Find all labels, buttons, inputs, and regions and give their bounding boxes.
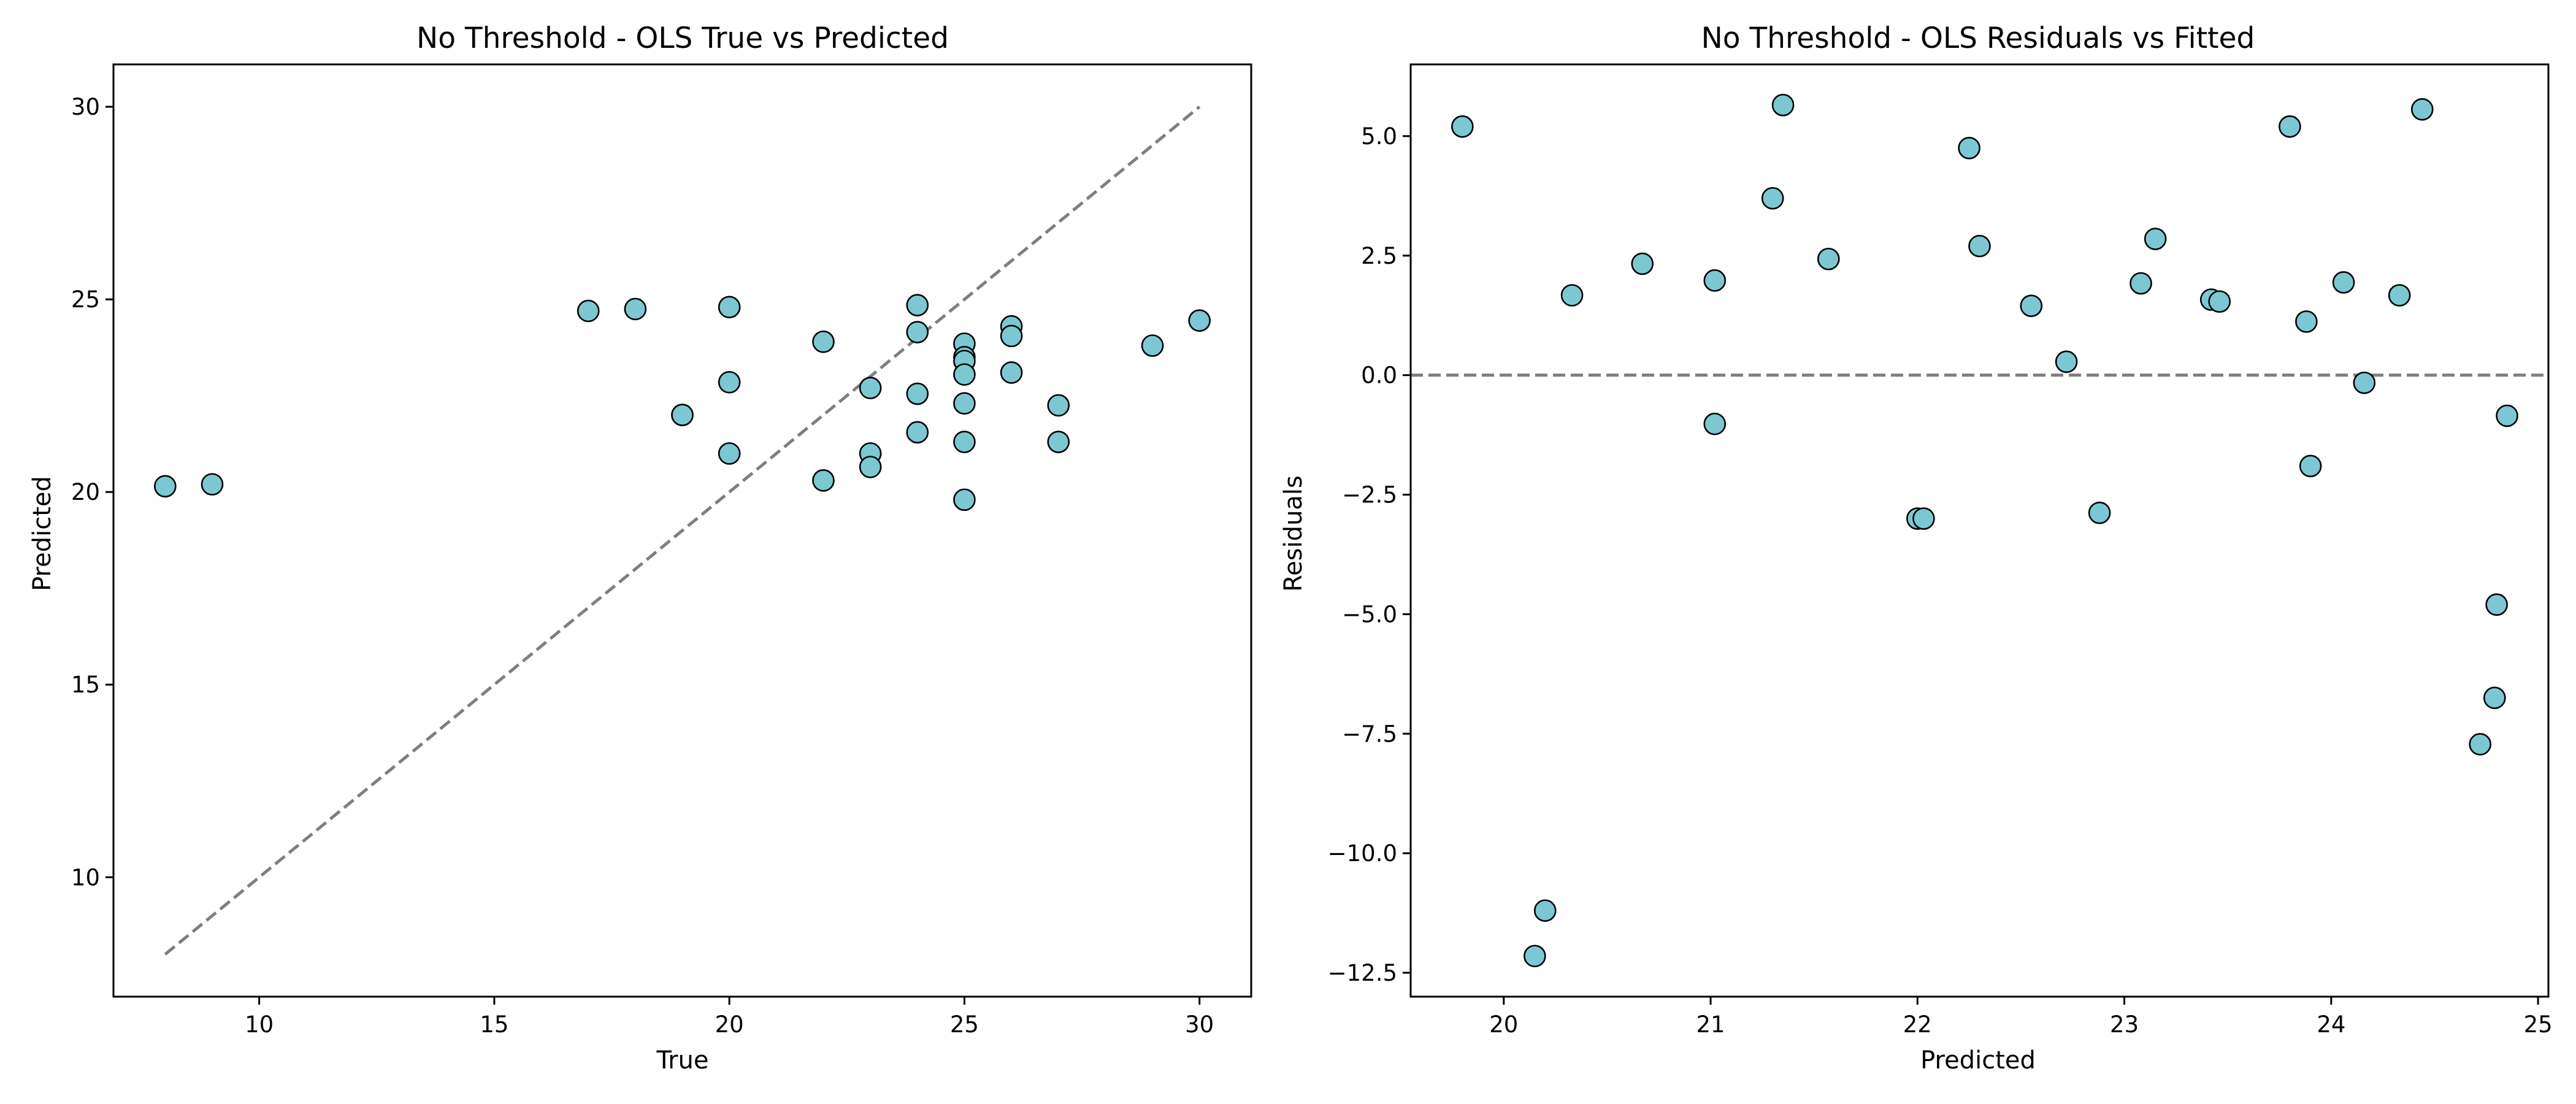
data-point: [2299, 454, 2322, 478]
data-point: [1047, 394, 1070, 417]
data-point: [2410, 98, 2434, 121]
y-tick-label: −5.0: [1342, 601, 1397, 627]
data-point: [577, 299, 600, 323]
data-point: [1000, 324, 1023, 348]
y-axis-label: Predicted: [28, 476, 56, 591]
y-tick-label: 0.0: [1361, 362, 1397, 389]
data-point: [718, 296, 741, 319]
plot-area-frame: [112, 63, 1252, 998]
data-point: [1524, 945, 1546, 968]
data-point: [1912, 507, 1935, 530]
data-point: [859, 456, 882, 478]
x-tick-label: 10: [245, 1011, 274, 1038]
data-point: [2055, 350, 2078, 374]
x-axis-label: Predicted: [1920, 1046, 2036, 1075]
y-tick-label: 2.5: [1361, 243, 1397, 269]
y-tick-label: 25: [71, 286, 100, 313]
y-tick-label: −10.0: [1328, 840, 1397, 867]
y-tick-label: 5.0: [1361, 123, 1397, 150]
data-point: [2388, 284, 2411, 307]
y-tick-label: −12.5: [1328, 960, 1397, 986]
x-tick-label: 25: [950, 1011, 979, 1038]
data-point: [1631, 252, 1654, 275]
data-point: [1703, 269, 1727, 292]
data-point: [2295, 310, 2318, 333]
y-tick-label: −2.5: [1342, 482, 1397, 508]
data-point: [953, 363, 976, 386]
data-point: [718, 370, 741, 394]
data-point: [2088, 501, 2111, 524]
data-point: [812, 469, 835, 492]
data-point: [1968, 234, 1991, 258]
data-point: [1817, 247, 1840, 270]
x-tick-label: 30: [1185, 1011, 1214, 1038]
x-tick-label: 20: [715, 1011, 744, 1038]
data-point: [2485, 593, 2508, 616]
data-point: [1761, 186, 1784, 210]
data-point: [671, 404, 694, 426]
data-point: [2129, 272, 2152, 295]
y-tick-label: 30: [71, 94, 100, 120]
x-tick-label: 23: [2110, 1011, 2139, 1038]
y-axis-label: Residuals: [1279, 475, 1308, 592]
data-point: [1703, 412, 1727, 435]
data-point: [2279, 115, 2301, 138]
x-tick-label: 25: [2524, 1011, 2553, 1038]
true-vs-predicted-panel: No Threshold - OLS True vs Predicted Tru…: [28, 21, 1252, 1075]
data-point: [2208, 290, 2231, 313]
data-point: [1451, 115, 1474, 138]
data-point: [718, 442, 741, 465]
data-point: [2496, 404, 2518, 427]
data-point: [1141, 334, 1164, 357]
chart-title: No Threshold - OLS Residuals vs Fitted: [1701, 21, 2255, 55]
x-tick-label: 20: [1489, 1011, 1518, 1038]
data-point: [812, 330, 835, 353]
x-tick-label: 15: [480, 1011, 508, 1038]
x-axis-label: True: [656, 1046, 709, 1075]
data-point: [953, 431, 976, 453]
data-point: [1958, 137, 1980, 159]
x-tick-label: 21: [1696, 1011, 1725, 1038]
chart-title: No Threshold - OLS True vs Predicted: [416, 21, 949, 55]
residuals-vs-fitted-panel: No Threshold - OLS Residuals vs Fitted P…: [1279, 21, 2553, 1075]
reference-line: [164, 105, 1201, 956]
data-point: [953, 392, 976, 415]
data-point: [906, 294, 929, 316]
data-point: [2020, 294, 2043, 317]
data-point: [953, 488, 976, 512]
plot-area-frame: [1409, 63, 2550, 998]
y-tick-label: 20: [71, 479, 100, 505]
data-point: [154, 475, 177, 498]
data-point: [1047, 431, 1070, 453]
x-tick-label: 24: [2317, 1011, 2345, 1038]
data-point: [2332, 271, 2355, 294]
y-tick-label: 10: [71, 864, 100, 891]
data-point: [2483, 686, 2506, 710]
data-point: [1188, 309, 1211, 332]
x-tick-label: 22: [1903, 1011, 1932, 1038]
data-point: [906, 321, 929, 343]
data-point: [2353, 371, 2376, 394]
data-point: [1533, 899, 1557, 922]
data-point: [906, 382, 929, 405]
data-point: [1000, 361, 1023, 384]
data-point: [2144, 228, 2167, 250]
y-tick-label: 15: [71, 672, 100, 698]
data-point: [2469, 733, 2491, 756]
y-tick-label: −7.5: [1342, 721, 1397, 747]
data-point: [1560, 284, 1584, 307]
data-point: [1771, 93, 1795, 117]
data-point: [201, 473, 224, 496]
data-point: [859, 377, 882, 399]
data-point: [906, 421, 929, 444]
data-point: [624, 297, 647, 321]
